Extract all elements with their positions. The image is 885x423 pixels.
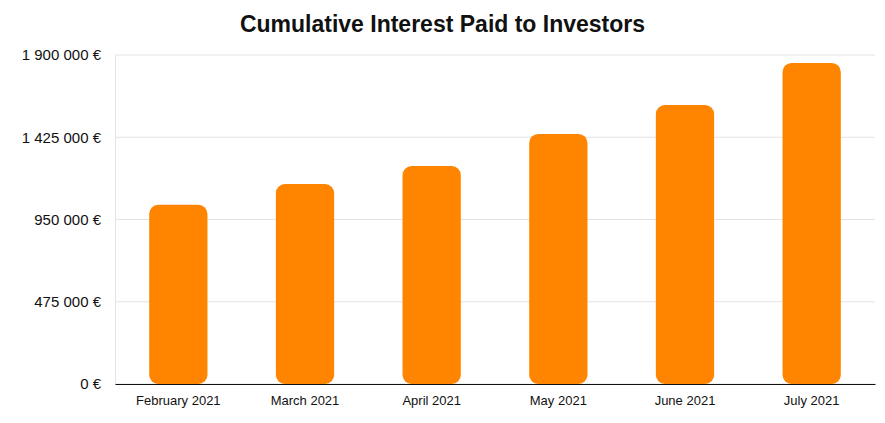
x-tick-label: March 2021 [271, 393, 340, 408]
x-tick-label: April 2021 [402, 393, 461, 408]
title: Cumulative Interest Paid to Investors [240, 11, 645, 37]
bar [529, 134, 587, 384]
y-tick-label: 1 425 000 € [22, 129, 102, 146]
x-axis: February 2021 March 2021 April 2021 May 202… [116, 384, 876, 408]
bar [276, 184, 334, 384]
x-tick: February 2021 [136, 384, 221, 408]
grid-line [115, 137, 875, 138]
grid-line [115, 384, 875, 385]
y-tick: 1 900 000 € [22, 46, 115, 63]
y-tick: 1 425 000 € [22, 129, 115, 146]
y-tick: 950 000 € [34, 211, 115, 228]
grid-line [115, 301, 875, 302]
grid [115, 55, 875, 384]
x-tick-label: June 2021 [655, 393, 716, 408]
bars [149, 63, 841, 384]
y-tick-label: 1 900 000 € [22, 46, 102, 63]
x-tick: March 2021 [271, 384, 340, 408]
y-tick: 475 000 € [34, 293, 115, 310]
x-tick-label: May 2021 [530, 393, 587, 408]
bar [783, 63, 841, 384]
y-tick: 0 € [80, 375, 115, 392]
x-tick-label: July 2021 [784, 393, 840, 408]
x-tick: May 2021 [530, 384, 587, 408]
bar [403, 166, 461, 384]
y-axis: 0 € 475 000 € 950 000 € 1 425 000 € 1 900 00… [22, 46, 116, 392]
y-tick-label: 950 000 € [34, 211, 101, 228]
y-axis-line [115, 56, 116, 385]
x-tick: June 2021 [655, 384, 716, 408]
x-axis-line [116, 384, 876, 385]
y-tick-label: 475 000 € [34, 293, 101, 310]
chart: Cumulative Interest Paid to Investors 0 €… [0, 0, 885, 423]
bar [656, 105, 714, 384]
x-tick: April 2021 [402, 384, 461, 408]
grid-line [115, 55, 875, 56]
grid-line [115, 219, 875, 220]
plot: 0 € 475 000 € 950 000 € 1 425 000 € 1 900 00… [22, 46, 876, 408]
y-tick-label: 0 € [80, 375, 102, 392]
x-tick: July 2021 [784, 384, 840, 408]
x-tick-label: February 2021 [136, 393, 221, 408]
bar [149, 205, 207, 384]
